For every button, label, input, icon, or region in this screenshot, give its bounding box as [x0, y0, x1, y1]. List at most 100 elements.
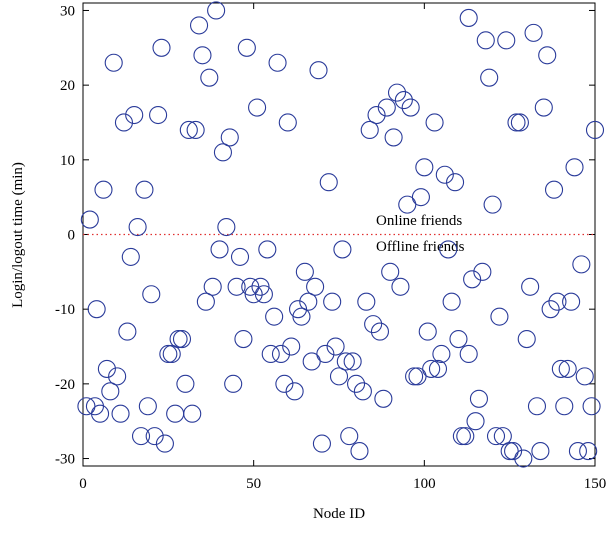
annotation: Online friends: [376, 213, 462, 229]
point: [217, 217, 236, 237]
point: [111, 404, 130, 423]
point: [579, 442, 598, 461]
point: [135, 180, 154, 199]
point: [456, 427, 475, 446]
point: [517, 329, 536, 349]
point: [527, 397, 547, 416]
point: [248, 98, 267, 117]
point: [562, 292, 581, 311]
point: [224, 374, 243, 393]
y-axis-label: Login/logout time (min): [10, 162, 26, 308]
point: [77, 397, 96, 416]
point: [531, 442, 550, 461]
point: [138, 397, 157, 416]
point: [336, 352, 355, 371]
point: [384, 128, 403, 147]
point: [121, 247, 140, 266]
point: [555, 397, 574, 416]
point: [418, 322, 437, 341]
point: [200, 68, 219, 87]
y-tick-label: 30: [60, 3, 75, 19]
point: [377, 98, 396, 117]
point: [159, 344, 178, 364]
x-axis-label: Node ID: [313, 506, 365, 522]
point: [524, 23, 543, 42]
point: [196, 292, 215, 311]
point: [469, 389, 488, 408]
point: [319, 173, 338, 192]
point: [278, 113, 297, 132]
x-tick-label: 50: [246, 476, 261, 492]
point: [155, 434, 174, 453]
point: [190, 16, 209, 35]
point: [316, 344, 335, 364]
point: [94, 180, 113, 199]
point: [169, 329, 188, 349]
point: [292, 307, 311, 326]
point: [203, 277, 222, 296]
point: [459, 344, 478, 364]
point: [118, 322, 137, 341]
point: [439, 240, 458, 259]
point: [183, 404, 202, 423]
point: [87, 300, 106, 319]
point: [459, 8, 478, 27]
point: [446, 173, 465, 192]
point: [442, 292, 461, 311]
point: [568, 442, 587, 461]
point: [340, 427, 359, 446]
point: [213, 143, 232, 162]
point: [510, 113, 529, 132]
point: [401, 98, 420, 117]
point: [360, 120, 379, 140]
point: [261, 344, 280, 364]
point: [104, 53, 123, 72]
y-tick-label: 20: [60, 78, 75, 94]
point: [285, 382, 304, 401]
point: [449, 329, 468, 349]
point: [254, 285, 273, 304]
point: [152, 38, 171, 57]
point: [282, 337, 301, 356]
point: [207, 1, 226, 20]
x-tick-label: 150: [584, 476, 607, 492]
point: [500, 442, 519, 461]
point: [244, 285, 263, 304]
point: [541, 300, 560, 319]
point: [483, 195, 502, 214]
point: [162, 344, 181, 364]
point: [309, 61, 328, 80]
point: [142, 285, 161, 304]
point: [463, 270, 482, 289]
point: [374, 389, 393, 408]
point: [476, 31, 495, 50]
y-tick-label: 0: [68, 228, 76, 244]
point: [347, 374, 366, 393]
y-tick-label: -10: [55, 302, 75, 318]
point: [186, 120, 205, 140]
point: [551, 359, 570, 378]
point: [507, 113, 526, 132]
point: [306, 277, 325, 296]
y-tick-label: 10: [60, 153, 75, 169]
x-tick-label: 0: [79, 476, 87, 492]
point: [302, 352, 321, 371]
point: [271, 344, 291, 364]
point: [357, 292, 376, 311]
point: [295, 262, 314, 281]
point: [466, 412, 485, 431]
point: [544, 180, 564, 199]
point: [486, 427, 506, 446]
point: [101, 382, 120, 401]
point: [326, 337, 345, 356]
point: [422, 359, 441, 378]
point: [497, 31, 516, 50]
point: [210, 240, 229, 259]
x-tick-label: 100: [413, 476, 436, 492]
point: [452, 427, 471, 446]
point: [514, 449, 533, 468]
point: [329, 367, 349, 386]
point: [411, 188, 430, 207]
point: [585, 120, 605, 140]
